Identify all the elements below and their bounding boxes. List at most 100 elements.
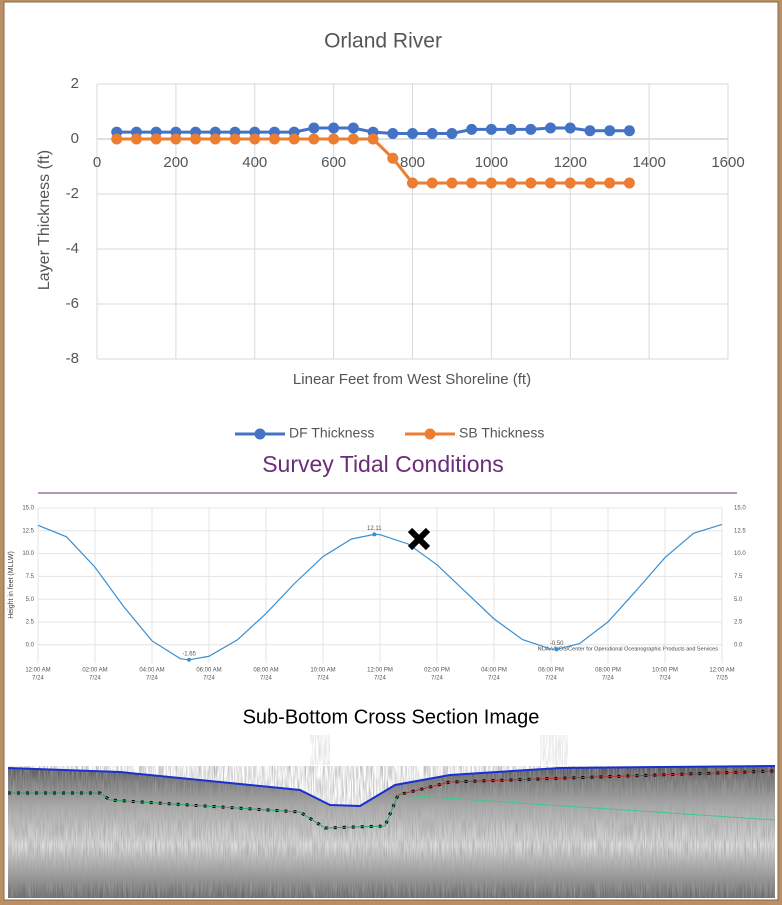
x-tick-label: 200 [163,154,188,171]
x-tick-label: 10:00 AM [310,668,335,674]
x-tick-label: 600 [321,154,346,171]
x-tick-label: 1200 [554,154,587,171]
x-tick-label: 1000 [475,154,508,171]
point [407,128,418,139]
extreme-label: 12.11 [367,526,382,532]
x-tick-date: 7/24 [260,676,272,682]
x-tick-label: 02:00 AM [82,668,107,674]
point [506,124,517,135]
x-tick-date: 7/24 [374,676,386,682]
legend-label: DF Thickness [289,425,374,441]
point [328,123,339,134]
y-axis-label: Layer Thickness (ft) [36,150,53,290]
y2-tick-label: 7.5 [734,574,743,580]
y-tick-label: 0.0 [26,642,35,648]
x-tick-label: 08:00 PM [595,668,621,674]
point [210,134,221,145]
y-tick-label: 2.5 [26,620,35,626]
y2-tick-label: 5.0 [734,597,743,603]
y2-tick-label: 12.5 [734,528,746,534]
point [230,134,241,145]
point [584,178,595,189]
point [624,125,635,136]
point [446,128,457,139]
y2-tick-label: 0.0 [734,642,743,648]
x-tick-label: 12:00 PM [367,668,393,674]
x-tick-label: 0 [93,154,101,171]
point [446,178,457,189]
x-tick-date: 7/24 [488,676,500,682]
point [170,134,181,145]
legend-marker [425,429,436,440]
point [131,134,142,145]
x-tick-date: 7/24 [32,676,44,682]
point [604,125,615,136]
point [486,178,497,189]
x-tick-date: 7/24 [317,676,329,682]
x-tick-label: 04:00 PM [481,668,507,674]
point [466,178,477,189]
point [308,134,319,145]
point [624,178,635,189]
y2-tick-label: 2.5 [734,620,743,626]
x-tick-label: 10:00 PM [652,668,678,674]
point [604,178,615,189]
point [565,123,576,134]
point [506,178,517,189]
point [584,125,595,136]
chart-title: Survey Tidal Conditions [262,451,504,477]
point [249,134,260,145]
point [151,134,162,145]
water-noise [310,735,330,765]
extreme-point [372,532,376,536]
point [387,153,398,164]
legend-marker [255,429,266,440]
x-tick-date: 7/24 [431,676,443,682]
y-tick-label: -6 [66,295,79,312]
x-tick-label: 12:00 AM [709,668,734,674]
point [190,134,201,145]
point [387,128,398,139]
point [525,124,536,135]
x-tick-date: 7/24 [146,676,158,682]
point [308,123,319,134]
x-tick-label: 1400 [632,154,665,171]
point [289,134,300,145]
point [427,128,438,139]
legend-label: SB Thickness [459,425,544,441]
x-tick-date: 7/24 [602,676,614,682]
extreme-label: -1.65 [182,651,196,657]
figure: Orland River Layer Thickness (ft) Linear… [0,0,782,905]
y-tick-label: 7.5 [26,574,35,580]
point [565,178,576,189]
point [348,134,359,145]
point [545,178,556,189]
point [269,134,280,145]
x-tick-date: 7/25 [716,676,728,682]
point [407,178,418,189]
x-tick-label: 400 [242,154,267,171]
point [427,178,438,189]
y-tick-label: 2 [71,75,79,92]
x-tick-date: 7/24 [89,676,101,682]
x-tick-date: 7/24 [545,676,557,682]
x-tick-label: 06:00 PM [538,668,564,674]
x-axis-label: Linear Feet from West Shoreline (ft) [293,371,531,388]
extreme-label: -0.50 [550,641,564,647]
x-tick-label: 08:00 AM [253,668,278,674]
image-title: Sub-Bottom Cross Section Image [243,706,540,728]
y2-tick-label: 15.0 [734,506,746,512]
y-tick-label: -2 [66,185,79,202]
water-noise [540,735,568,765]
point [466,124,477,135]
x-tick-label: 06:00 AM [196,668,221,674]
y-tick-label: 15.0 [22,506,34,512]
y-tick-label: -8 [66,350,79,367]
y-tick-label: 0 [71,130,79,147]
point [486,124,497,135]
point [348,123,359,134]
point [525,178,536,189]
x-tick-label: 02:00 PM [424,668,450,674]
y-tick-label: 10.0 [22,551,34,557]
x-tick-date: 7/24 [659,676,671,682]
